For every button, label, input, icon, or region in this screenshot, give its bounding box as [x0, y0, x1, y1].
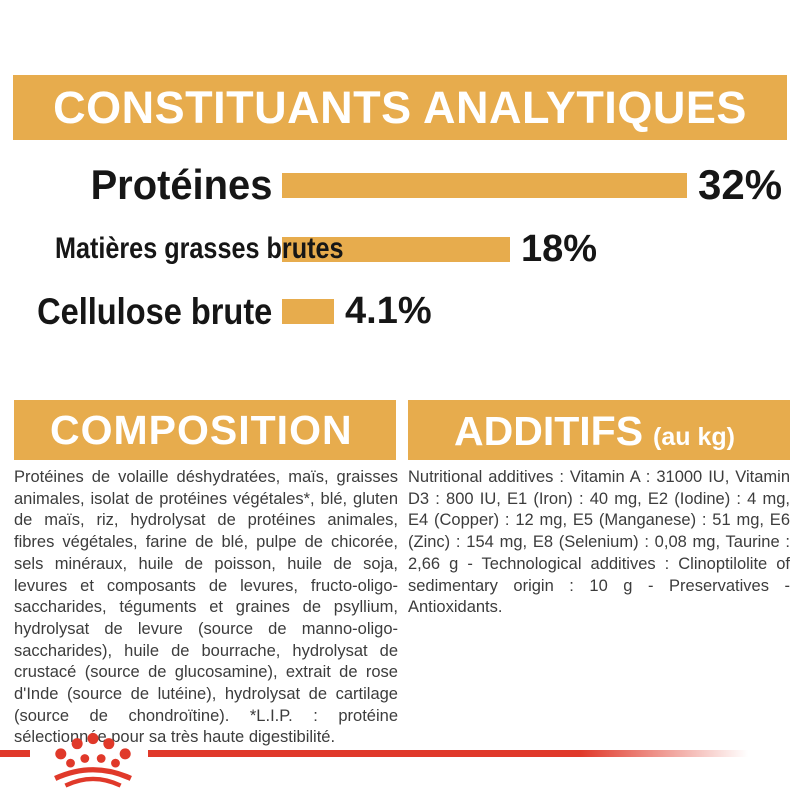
chart-value-label: 32% — [698, 161, 783, 208]
chart-category-label: Matières grasses brutes — [54, 232, 344, 265]
chart-value-label: 18% — [521, 228, 598, 270]
chart-row-1: Matières grasses brutes 18% — [0, 230, 800, 268]
chart-row-0: Protéines 32% — [0, 164, 800, 206]
analytical-constituents-title: CONSTITUANTS ANALYTIQUES — [53, 81, 747, 133]
additives-title-suffix: (au kg) — [653, 423, 735, 451]
chart-row-2: Cellulose brute 4.1% — [0, 292, 800, 330]
footer-divider-right — [148, 750, 748, 757]
additives-body-text: Nutritional additives : Vitamin A : 3100… — [408, 468, 790, 617]
chart-bar — [282, 298, 334, 324]
chart-category-label: Cellulose brute — [36, 290, 272, 332]
analytical-constituents-header-band: CONSTITUANTS ANALYTIQUES — [13, 75, 787, 140]
footer-divider-left — [0, 750, 30, 757]
additives-header-band: ADDITIFS (au kg) — [408, 400, 790, 460]
composition-header-band: COMPOSITION — [14, 400, 396, 460]
chart-bar — [282, 172, 687, 198]
additives-title: ADDITIFS — [454, 408, 644, 454]
chart-category-label: Protéines — [90, 161, 272, 208]
royal-canin-crown-logo-icon — [47, 730, 139, 788]
chart-value-label: 4.1% — [345, 290, 432, 332]
composition-title: COMPOSITION — [50, 406, 353, 453]
nutrition-bar-chart: Protéines 32% Matières grasses brutes 18% Ce… — [0, 164, 800, 331]
composition-body-text: Protéines de volaille déshydratées, maïs… — [14, 468, 398, 747]
chart-bar — [282, 236, 510, 262]
